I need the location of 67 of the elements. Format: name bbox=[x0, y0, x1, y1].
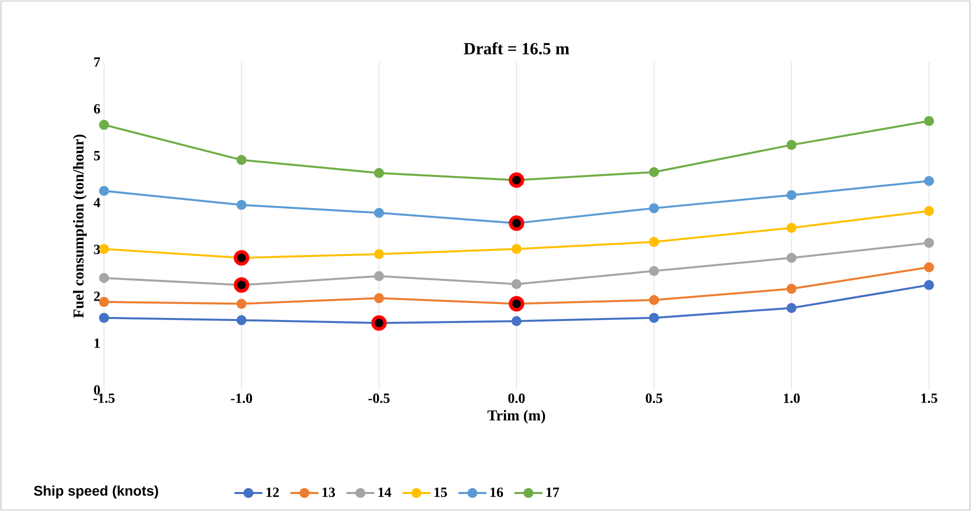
legend-label: 16 bbox=[490, 488, 504, 498]
x-tick-label: 0.5 bbox=[646, 394, 662, 404]
point bbox=[924, 238, 934, 248]
point bbox=[374, 249, 384, 260]
point bbox=[371, 315, 387, 331]
y-tick-label: 0 bbox=[94, 385, 100, 395]
point bbox=[924, 262, 934, 272]
point bbox=[924, 206, 934, 216]
point bbox=[508, 172, 524, 188]
point bbox=[649, 203, 660, 214]
point bbox=[512, 316, 522, 326]
legend-title: Ship speed (knots) bbox=[34, 485, 158, 499]
legend-label: 17 bbox=[546, 488, 560, 497]
point bbox=[924, 176, 934, 186]
point bbox=[374, 168, 384, 178]
point bbox=[924, 280, 934, 290]
point bbox=[786, 252, 797, 263]
x-tick-label: 1.5 bbox=[921, 394, 938, 403]
point bbox=[508, 296, 524, 312]
point bbox=[786, 303, 797, 313]
point bbox=[649, 266, 660, 276]
legend-label: 12 bbox=[266, 488, 279, 497]
point bbox=[649, 312, 660, 323]
point bbox=[649, 295, 660, 306]
point bbox=[234, 277, 250, 293]
legend-label: 14 bbox=[378, 488, 392, 497]
point bbox=[649, 167, 660, 178]
y-tick-label: 1 bbox=[94, 338, 100, 348]
point bbox=[508, 215, 524, 231]
point bbox=[236, 200, 247, 210]
point bbox=[512, 244, 522, 254]
point bbox=[649, 236, 660, 247]
x-tick-label: 0.0 bbox=[508, 394, 525, 404]
y-tick-label: 2 bbox=[94, 292, 100, 301]
x-tick-label: 1.0 bbox=[784, 394, 800, 404]
y-tick-label: 3 bbox=[94, 244, 100, 254]
point bbox=[786, 140, 797, 150]
point bbox=[924, 116, 934, 126]
point bbox=[99, 120, 109, 130]
point bbox=[236, 154, 247, 165]
legend-label: 13 bbox=[322, 488, 335, 498]
point bbox=[374, 271, 384, 282]
point bbox=[99, 296, 109, 307]
point bbox=[99, 273, 109, 284]
point bbox=[234, 250, 250, 266]
point bbox=[99, 244, 109, 254]
legend-label: 15 bbox=[434, 488, 447, 498]
point bbox=[786, 190, 797, 200]
y-axis-title: Fuel consumption (ton/hour) bbox=[73, 134, 87, 318]
x-tick-label: -0.5 bbox=[368, 394, 390, 404]
point bbox=[236, 298, 247, 309]
x-tick-label: -1.0 bbox=[230, 394, 252, 404]
y-tick-label: 5 bbox=[94, 151, 100, 160]
x-axis-title: Trim (m) bbox=[488, 410, 546, 424]
point bbox=[236, 315, 247, 326]
point bbox=[99, 312, 109, 323]
y-tick-label: 7 bbox=[94, 57, 100, 67]
point bbox=[512, 279, 522, 290]
point bbox=[786, 284, 797, 294]
point bbox=[374, 293, 384, 304]
point bbox=[786, 222, 797, 233]
point bbox=[374, 208, 384, 218]
y-tick-label: 4 bbox=[94, 198, 100, 208]
y-tick-label: 6 bbox=[94, 104, 100, 114]
chart-title: Draft = 16.5 m bbox=[464, 42, 570, 54]
point bbox=[99, 186, 109, 196]
x-tick-label: -1.5 bbox=[93, 394, 115, 403]
